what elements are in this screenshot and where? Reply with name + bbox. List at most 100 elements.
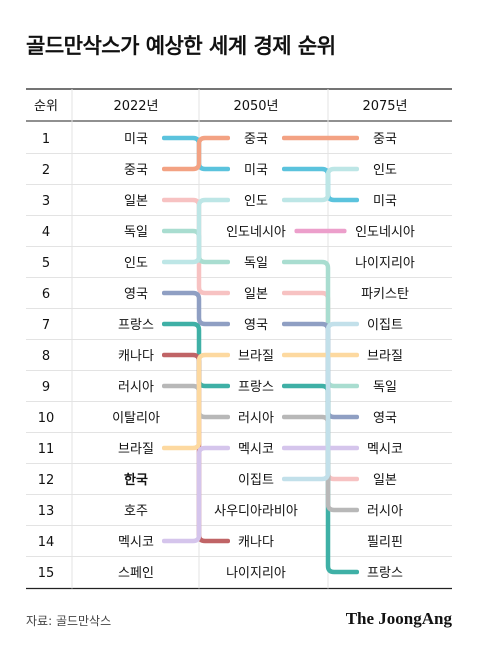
country-label: 중국 bbox=[124, 163, 148, 178]
label-backing bbox=[110, 562, 162, 582]
country-label: 멕시코 bbox=[118, 535, 154, 550]
label-backing bbox=[359, 128, 411, 148]
label-backing bbox=[230, 407, 282, 427]
country-label: 미국 bbox=[373, 194, 397, 209]
country-label: 멕시코 bbox=[367, 442, 403, 457]
label-backing bbox=[230, 128, 282, 148]
country-label: 러시아 bbox=[367, 504, 403, 519]
label-backing bbox=[359, 345, 411, 365]
label-backing bbox=[353, 283, 417, 303]
country-label: 나이지리아 bbox=[226, 566, 286, 581]
label-backing bbox=[346, 252, 424, 272]
rank-number: 7 bbox=[42, 318, 50, 333]
label-backing bbox=[230, 376, 282, 396]
connector-line bbox=[161, 445, 231, 544]
rank-number: 13 bbox=[38, 504, 55, 519]
country-label: 러시아 bbox=[238, 411, 274, 426]
country-label: 중국 bbox=[244, 132, 268, 147]
label-backing bbox=[359, 562, 411, 582]
source-note: 자료: 골드만삭스 bbox=[26, 614, 112, 628]
label-backing bbox=[110, 345, 162, 365]
country-label: 멕시코 bbox=[238, 442, 274, 457]
label-backing bbox=[110, 314, 162, 334]
connector-line bbox=[281, 321, 360, 482]
label-backing bbox=[110, 252, 162, 272]
connector-line bbox=[161, 135, 231, 172]
country-label: 프랑스 bbox=[118, 318, 154, 333]
connector-line bbox=[281, 166, 360, 203]
country-label: 브라질 bbox=[238, 349, 274, 364]
rank-number: 14 bbox=[38, 535, 55, 550]
country-label: 영국 bbox=[244, 318, 268, 333]
connector-line bbox=[161, 352, 231, 451]
country-label: 호주 bbox=[124, 504, 148, 519]
label-backing bbox=[359, 376, 411, 396]
country-label: 독일 bbox=[373, 380, 397, 395]
rank-number: 8 bbox=[42, 349, 50, 364]
label-backing bbox=[110, 500, 162, 520]
country-label: 이탈리아 bbox=[112, 411, 160, 426]
country-label: 영국 bbox=[124, 287, 148, 302]
rank-number: 5 bbox=[42, 256, 50, 271]
country-label: 인도네시아 bbox=[226, 225, 286, 240]
country-label: 브라질 bbox=[118, 442, 154, 457]
connector-line bbox=[161, 197, 231, 265]
country-label: 독일 bbox=[124, 225, 148, 240]
country-label: 나이지리아 bbox=[355, 256, 415, 271]
label-backing bbox=[104, 407, 168, 427]
label-backing bbox=[359, 407, 411, 427]
label-backing bbox=[217, 221, 295, 241]
chart-title: 골드만삭스가 예상한 세계 경제 순위 bbox=[26, 34, 336, 58]
country-label: 독일 bbox=[244, 256, 268, 271]
rank-number: 11 bbox=[38, 442, 55, 457]
label-backing bbox=[359, 469, 411, 489]
label-backing bbox=[359, 531, 411, 551]
label-backing bbox=[359, 159, 411, 179]
label-backing bbox=[110, 190, 162, 210]
country-label: 한국 bbox=[124, 472, 148, 488]
label-backing bbox=[110, 283, 162, 303]
rank-number: 4 bbox=[42, 225, 50, 240]
label-backing bbox=[230, 314, 282, 334]
country-label: 사우디아라비아 bbox=[214, 504, 298, 519]
country-label: 미국 bbox=[124, 132, 148, 147]
country-label: 캐나다 bbox=[118, 349, 154, 364]
column-header: 2075년 bbox=[362, 99, 407, 114]
country-label: 인도 bbox=[124, 256, 148, 271]
connector-line bbox=[161, 290, 231, 327]
label-backing bbox=[217, 562, 295, 582]
country-label: 인도네시아 bbox=[355, 225, 415, 240]
label-backing bbox=[230, 345, 282, 365]
country-label: 프랑스 bbox=[238, 380, 274, 395]
rank-number: 1 bbox=[42, 132, 50, 147]
column-header: 2022년 bbox=[113, 99, 158, 114]
label-backing bbox=[110, 128, 162, 148]
country-label: 중국 bbox=[373, 132, 397, 147]
country-label: 인도 bbox=[373, 163, 397, 178]
country-label: 필리핀 bbox=[367, 535, 403, 550]
label-backing bbox=[202, 500, 310, 520]
label-backing bbox=[346, 221, 424, 241]
rank-number: 9 bbox=[42, 380, 50, 395]
country-label: 일본 bbox=[373, 473, 397, 488]
label-backing bbox=[230, 469, 282, 489]
country-label: 이집트 bbox=[367, 318, 403, 333]
country-label: 파키스탄 bbox=[361, 287, 409, 302]
country-label: 미국 bbox=[244, 163, 268, 178]
rank-number: 2 bbox=[42, 163, 50, 178]
country-label: 일본 bbox=[244, 287, 268, 302]
country-label: 캐나다 bbox=[238, 535, 274, 550]
label-backing bbox=[230, 159, 282, 179]
rank-number: 12 bbox=[38, 473, 55, 488]
label-backing bbox=[230, 283, 282, 303]
label-backing bbox=[230, 190, 282, 210]
country-label: 러시아 bbox=[118, 380, 154, 395]
rank-number: 10 bbox=[38, 411, 55, 426]
label-backing bbox=[359, 500, 411, 520]
brand-logo: The JoongAng bbox=[345, 609, 452, 628]
label-backing bbox=[110, 221, 162, 241]
country-label: 이집트 bbox=[238, 473, 274, 488]
column-header: 2050년 bbox=[233, 99, 278, 114]
label-backing bbox=[110, 376, 162, 396]
label-backing bbox=[110, 438, 162, 458]
